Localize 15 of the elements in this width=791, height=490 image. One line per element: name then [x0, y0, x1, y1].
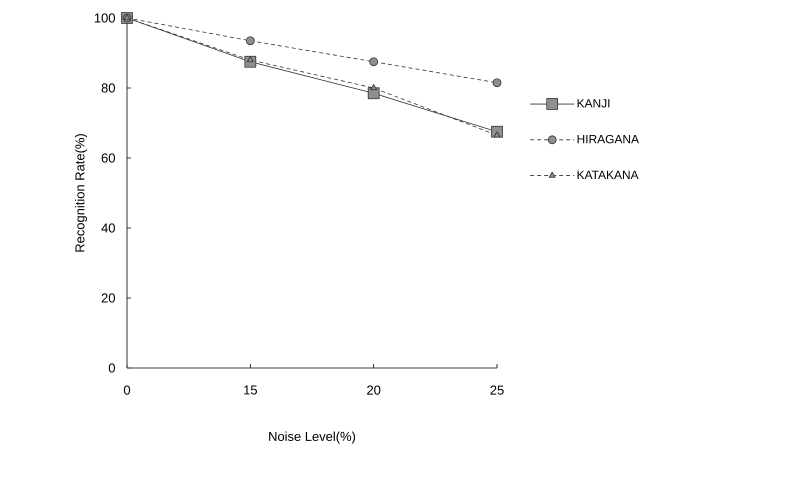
legend-label: KATAKANA	[578, 170, 639, 179]
x-tick-label: 25	[490, 386, 504, 395]
legend-label: HIRAGANA	[578, 134, 639, 144]
y-tick-label: 0	[108, 363, 115, 373]
y-tick-label: 40	[101, 223, 115, 233]
y-tick-label: 20	[102, 293, 115, 303]
x-tick-label: 20	[367, 386, 380, 395]
y-axis-title: Recognition Rate(%)	[74, 134, 88, 252]
x-axis-title: Noise Level(%)	[269, 432, 356, 444]
y-tick-label: 100	[94, 13, 115, 23]
x-tick-label: 0	[124, 386, 130, 395]
y-tick-label: 60	[102, 153, 115, 163]
x-tick-label: 15	[244, 386, 257, 395]
legend-label: KANJI	[578, 99, 610, 108]
y-tick-label: 80	[102, 83, 115, 93]
